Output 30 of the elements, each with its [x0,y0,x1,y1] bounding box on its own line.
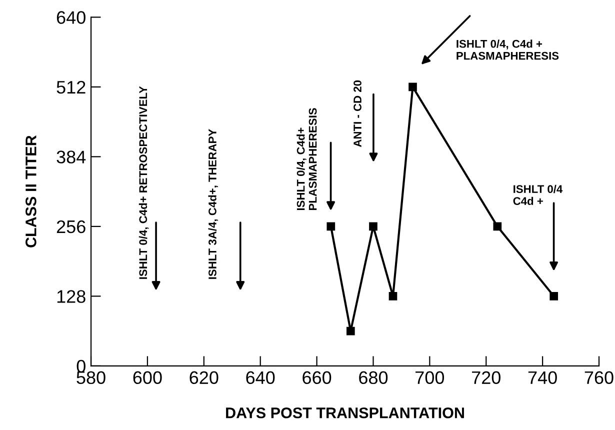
x-tick-label: 640 [246,371,275,384]
point [493,222,502,231]
x-tick-label: 660 [302,371,332,384]
x-tick-label: 620 [190,371,218,384]
x-axis-title: DAYS POST TRANSPLANTATION [226,407,464,418]
annotation: ISHLT 0/4 C4d + [513,184,563,205]
x-tick-label: 600 [133,371,162,384]
y-tick-label: 384 [56,150,86,164]
y-axis-title: CLASS II TITER [26,135,36,248]
annotation: ANTI - CD 20 [354,80,362,147]
annotation: ISHLT 3A/4, C4d+, THERAPY [208,129,218,279]
point [326,222,336,231]
point [346,326,355,336]
x-tick-label: 580 [76,371,106,384]
annotation: ISHLT 0/4, C4d+ RETROSPECTIVELY [138,86,149,279]
point [388,292,398,300]
y-tick-label: 256 [56,220,86,234]
point [408,82,417,92]
y-tick-label: 128 [57,290,86,303]
annotation: ISHLT 0/4, C4d+ PLASMAPHERESIS [296,108,317,210]
x-tick-label: 720 [472,371,500,384]
x-tick-label: 700 [416,371,444,384]
y-tick-label: 640 [56,11,86,24]
point [550,292,558,300]
y-tick-label: 512 [56,80,86,94]
point [369,222,378,231]
x-tick-label: 760 [584,371,614,384]
x-tick-label: 740 [528,371,557,384]
annotation: ISHLT 0/4, C4d + PLASMAPHERESIS [456,40,559,60]
x-tick-label: 680 [359,371,388,384]
